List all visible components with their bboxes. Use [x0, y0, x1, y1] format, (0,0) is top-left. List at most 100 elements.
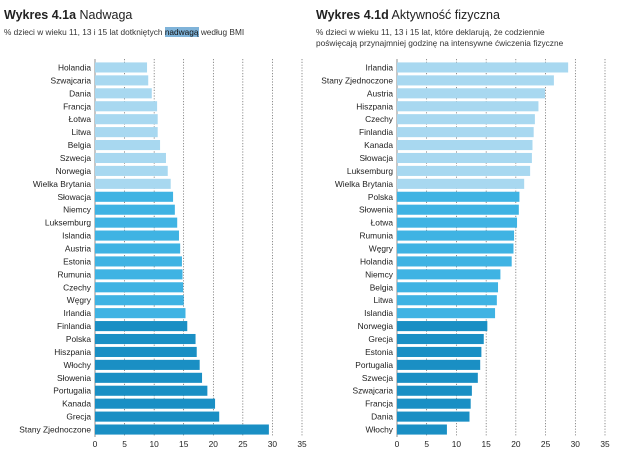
category-label: Grecja	[66, 412, 91, 422]
category-label: Kanada	[364, 140, 393, 150]
chart-title: Wykres 4.1a Nadwaga	[4, 8, 132, 22]
x-tick-label: 5	[424, 439, 429, 449]
bar	[397, 269, 501, 280]
category-label: Austria	[367, 88, 393, 98]
bar	[397, 308, 496, 319]
x-tick-label: 0	[395, 439, 400, 449]
category-label: Słowacja	[359, 153, 393, 163]
category-label: Stany Zjednoczone	[321, 75, 393, 85]
category-label: Belgia	[370, 282, 394, 292]
category-label: Austria	[65, 244, 91, 254]
chart-panel-overweight: Wykres 4.1a Nadwaga % dzieci w wieku 11,…	[4, 8, 307, 449]
bar	[95, 75, 149, 86]
bar	[397, 295, 497, 306]
category-label: Słowacja	[57, 192, 91, 202]
category-label: Irlandia	[64, 308, 92, 318]
bar	[95, 140, 161, 151]
bar-chart-physical-activity: 0 5 10 15 20 25 30 35 Irlandia Stany Zjednoczone A…	[321, 59, 610, 449]
category-label: Niemcy	[63, 205, 92, 215]
category-label: Łotwa	[371, 218, 394, 228]
category-label: Czechy	[63, 282, 92, 292]
category-label: Dania	[69, 88, 91, 98]
category-label: Stany Zjednoczone	[19, 425, 91, 435]
x-tick-label: 5	[122, 439, 127, 449]
category-label: Szwecja	[60, 153, 92, 163]
x-tick-label: 25	[238, 439, 248, 449]
x-tick-label: 15	[179, 439, 189, 449]
bar	[397, 230, 515, 241]
bar	[95, 191, 174, 202]
category-label: Włochy	[366, 425, 394, 435]
category-label: Łotwa	[69, 114, 92, 124]
category-label: Kanada	[62, 399, 91, 409]
bar	[397, 204, 519, 215]
bar	[397, 152, 532, 164]
category-label: Węgry	[67, 295, 92, 305]
bar	[95, 204, 175, 215]
category-label: Belgia	[68, 140, 92, 150]
category-label: Szwajcaria	[353, 386, 394, 396]
bar	[95, 101, 158, 112]
bar	[397, 75, 554, 86]
subtitle-highlight: nadwagą	[164, 27, 199, 37]
bar	[95, 346, 197, 357]
bar	[397, 256, 512, 267]
bar	[397, 191, 520, 202]
bar	[95, 217, 178, 228]
bar	[95, 398, 216, 409]
bar	[95, 308, 186, 319]
category-label: Litwa	[373, 295, 393, 305]
bar	[95, 385, 208, 396]
category-label: Litwa	[71, 127, 91, 137]
x-tick-label: 10	[149, 439, 159, 449]
category-label: Węgry	[369, 244, 394, 254]
bar	[95, 333, 196, 345]
subtitle-line-1: % dzieci w wieku 11, 13 i 15 lat, które …	[316, 27, 545, 37]
category-label: Islandia	[62, 231, 91, 241]
category-label: Luksemburg	[347, 166, 393, 176]
category-label: Luksemburg	[45, 218, 91, 228]
category-label: Finlandia	[57, 321, 91, 331]
bar	[397, 385, 472, 396]
x-tick-label: 25	[541, 439, 551, 449]
subtitle-text: % dzieci w wieku 11, 13 i 15 lat dotknię…	[4, 27, 163, 37]
category-label: Francja	[63, 101, 91, 111]
subtitle-line-2: poświęcają przynajmniej godzinę na inten…	[316, 38, 564, 48]
bar	[397, 217, 518, 228]
category-label: Portugalia	[53, 386, 91, 396]
bar	[95, 230, 179, 241]
bar	[95, 114, 158, 125]
bar	[95, 178, 171, 189]
bar	[95, 282, 184, 293]
bar	[95, 269, 183, 280]
category-label: Dania	[371, 412, 393, 422]
bar	[397, 114, 535, 125]
chart-title: Wykres 4.1d Aktywność fizyczna	[316, 8, 500, 22]
bar	[397, 101, 539, 112]
chart-panel-physical-activity: Wykres 4.1d Aktywność fizyczna % dzieci …	[312, 0, 620, 458]
chart-title-number: Wykres 4.1a	[4, 8, 77, 22]
bar	[95, 359, 200, 370]
bar	[397, 140, 533, 151]
category-label: Hiszpania	[54, 347, 91, 357]
bar	[397, 88, 545, 99]
bar	[397, 398, 471, 409]
x-tick-label: 30	[571, 439, 581, 449]
category-label: Finlandia	[359, 127, 393, 137]
category-label: Holandia	[58, 62, 91, 72]
category-label: Irlandia	[366, 62, 394, 72]
x-tick-label: 20	[511, 439, 521, 449]
bar	[397, 346, 482, 357]
x-tick-label: 35	[297, 439, 307, 449]
bar	[397, 178, 525, 189]
chart-title-number: Wykres 4.1d	[316, 8, 389, 22]
x-tick-label: 0	[93, 439, 98, 449]
bar	[95, 243, 181, 254]
category-label: Hiszpania	[356, 101, 393, 111]
category-label: Norwegia	[56, 166, 92, 176]
bar	[397, 127, 534, 138]
bar	[397, 282, 499, 293]
bar	[397, 411, 470, 422]
bar	[397, 62, 569, 73]
bar	[95, 411, 220, 422]
